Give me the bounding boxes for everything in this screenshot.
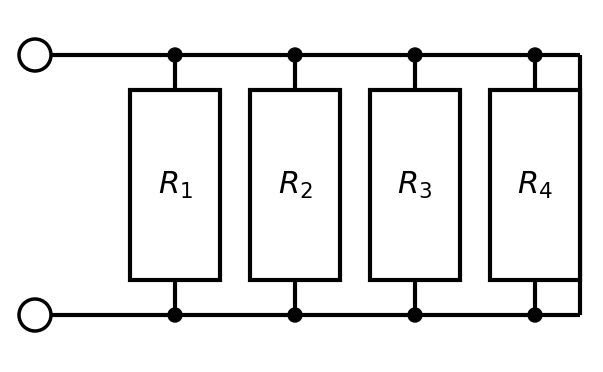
Text: $R_4$: $R_4$: [517, 170, 553, 201]
Bar: [250, 90, 340, 280]
Circle shape: [168, 48, 182, 62]
Circle shape: [168, 308, 182, 322]
Text: $R_1$: $R_1$: [157, 170, 192, 201]
Circle shape: [19, 39, 51, 71]
Circle shape: [528, 308, 542, 322]
Circle shape: [288, 48, 302, 62]
Circle shape: [408, 48, 422, 62]
Bar: [370, 90, 460, 280]
Circle shape: [19, 299, 51, 331]
Circle shape: [408, 308, 422, 322]
Bar: [490, 90, 580, 280]
Text: $R_3$: $R_3$: [397, 170, 432, 201]
Circle shape: [288, 308, 302, 322]
Circle shape: [528, 48, 542, 62]
Text: $R_2$: $R_2$: [277, 170, 312, 201]
Bar: [130, 90, 220, 280]
